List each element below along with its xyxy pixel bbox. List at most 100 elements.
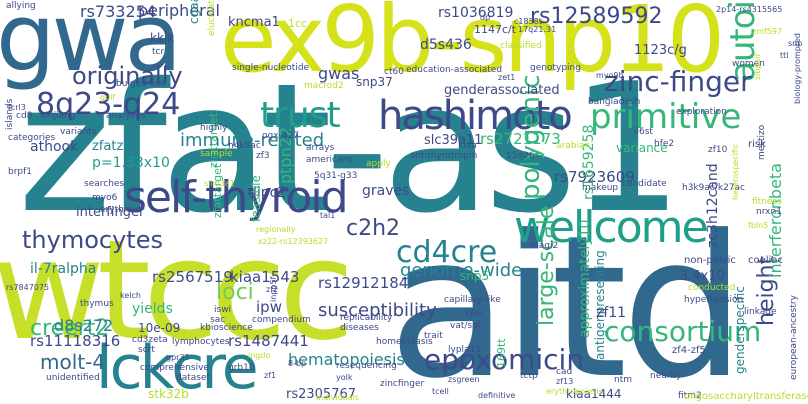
- word-iswi: iswi: [214, 305, 232, 315]
- word-1cc: 1cc: [288, 17, 308, 30]
- word-genotyping: genotyping: [530, 63, 581, 73]
- word-snp: snp: [788, 39, 803, 48]
- word-yields: yields: [132, 301, 173, 317]
- word-zinctarget: zinctarget: [207, 112, 220, 168]
- word-cd8: cd8: [16, 111, 33, 121]
- word-gulf: gulf: [100, 93, 116, 102]
- word-zf4-zf5: zf4-zf5: [672, 345, 706, 356]
- word-wellcome: wellcome: [514, 202, 709, 253]
- word-self-thyroid: self-thyroid: [124, 172, 349, 223]
- word-grb10: grb10: [228, 363, 255, 373]
- word-compendium: compendium: [252, 315, 311, 325]
- word-graves: graves: [362, 183, 410, 199]
- word-h3k9ack27ac: h3k9ac/k27ac: [682, 183, 745, 193]
- word-categories: categories: [8, 133, 56, 143]
- word-americans: americans: [306, 155, 353, 165]
- word-p133x10: p=1.33x10: [92, 155, 170, 171]
- word-rs1487441: rs1487441: [228, 332, 309, 350]
- word-zmf597: zmf597: [752, 27, 783, 36]
- word-homeostasis: homeostasis: [376, 337, 433, 347]
- word-athook: athook: [30, 139, 79, 155]
- word-zf1: zf1: [264, 371, 277, 380]
- word-c6ot: c6ot: [466, 309, 484, 318]
- word-non-pelvic: non-pelvic: [684, 255, 736, 266]
- word-10e-09: 10e-09: [138, 321, 181, 335]
- word-kelch: kelch: [120, 291, 141, 300]
- word-rs2305767: rs2305767: [286, 387, 357, 402]
- word-immune-related: immune-related: [180, 130, 325, 151]
- word-wtccc: wtccc: [0, 210, 355, 371]
- word-oligosaccharyltransferase: oligosaccharyltransferase: [684, 391, 808, 402]
- word-gpr35: gpr35: [166, 353, 190, 362]
- word-definitive: definitive: [478, 391, 516, 400]
- word-c2h2: c2h2: [346, 216, 401, 241]
- word-approximately10: approximately10: [577, 219, 593, 338]
- word-nrxn1: nrxn1: [756, 207, 782, 217]
- word-hfe2: hfe2: [654, 139, 675, 149]
- word-2p14-rs4315565: 2p14-rs4315565: [716, 5, 783, 14]
- word-zf10: zf10: [708, 145, 728, 155]
- word-capillary-like: capillary-like: [444, 295, 501, 305]
- word-sac: sac: [210, 315, 226, 325]
- word-ex9b-snp10: ex9b-snp10: [220, 0, 725, 93]
- word-tcr: tcr: [152, 47, 165, 57]
- word-brpf1: brpf1: [8, 167, 33, 177]
- word-ntm: ntm: [614, 375, 632, 385]
- word-replicability: replicability: [340, 313, 393, 323]
- word-sample: sample: [200, 149, 233, 159]
- word-bangladesh: bangladesh: [588, 97, 641, 107]
- word-kiaa: kiaa: [458, 141, 477, 151]
- word-arrays: arrays: [306, 143, 335, 153]
- word-dp: dp: [480, 13, 491, 22]
- word-interfinger: interfinger: [76, 205, 145, 220]
- word-molt-4: molt-4: [40, 350, 106, 374]
- word-snp5: snp5: [460, 269, 490, 283]
- word-cd4cre: cd4cre: [396, 235, 498, 270]
- word-inpp5f: inpp5f: [269, 276, 278, 302]
- word-il6st: il6st: [634, 127, 653, 137]
- word-single-nucleotide: single-nucleotide: [232, 63, 310, 73]
- word-erythropoiesis: erythropoiesis: [546, 387, 603, 396]
- word-loci: loci: [216, 280, 254, 305]
- word-17q2131: 17q21.31: [518, 25, 557, 34]
- word-ipw: ipw: [256, 298, 282, 316]
- word-unidentified: unidentified: [46, 373, 100, 383]
- word-genderassociated: genderassociated: [444, 83, 560, 98]
- word-ingdo: ingdo: [248, 351, 271, 360]
- word-erythroid: erythroid: [100, 205, 142, 215]
- word-zfatzsg: zfatzsg: [92, 139, 139, 154]
- word-snp37: snp37: [356, 75, 393, 89]
- word-feasible: feasible: [249, 175, 263, 222]
- word-kbioscience: kbioscience: [200, 323, 253, 333]
- word-gwas: gwas: [318, 64, 360, 83]
- word-apply: apply: [366, 159, 391, 169]
- word-rs7923609: rs7923609: [554, 168, 635, 186]
- word-zet1: zet1: [498, 73, 516, 82]
- word-rs2567519: rs2567519: [152, 268, 233, 286]
- word-ct60: ct60: [384, 67, 404, 77]
- word-d8s272: d8s272: [54, 316, 114, 335]
- word-creert2: creert2: [30, 316, 110, 341]
- word-antithyrotropin: antithyrotropin: [410, 151, 478, 161]
- word-lymphocytes: lymphocytes: [172, 337, 230, 347]
- word-searches: searches: [84, 179, 125, 189]
- word-highly: highly: [200, 123, 228, 133]
- word-individuals: individuals: [316, 393, 359, 402]
- word-tcell: tcell: [432, 387, 449, 396]
- word-zf3: zf3: [256, 151, 270, 161]
- word-education-associated: education-associated: [406, 65, 503, 75]
- word-h4k8ac: h4k8ac: [228, 141, 261, 151]
- word-fcrl3: fcrl3: [8, 103, 26, 112]
- word-myo6: myo6: [92, 193, 118, 203]
- word-dipc2: dipc2: [248, 185, 287, 201]
- word-d5s436: d5s436: [420, 37, 472, 53]
- word-dataset: dataset: [176, 373, 211, 383]
- word-risk: risk: [748, 139, 766, 150]
- word-zinc-finger: zinc-finger: [604, 65, 752, 98]
- word-trust: trust: [260, 95, 341, 136]
- word-8-bp: 8-bp: [288, 359, 307, 368]
- word-cgaangtgc: cgaangtgc: [187, 0, 201, 24]
- word-5q31-q33: 5q31-q33: [314, 171, 358, 181]
- word-scrt: scrt: [138, 345, 155, 355]
- word-tal1: tal1: [320, 211, 336, 220]
